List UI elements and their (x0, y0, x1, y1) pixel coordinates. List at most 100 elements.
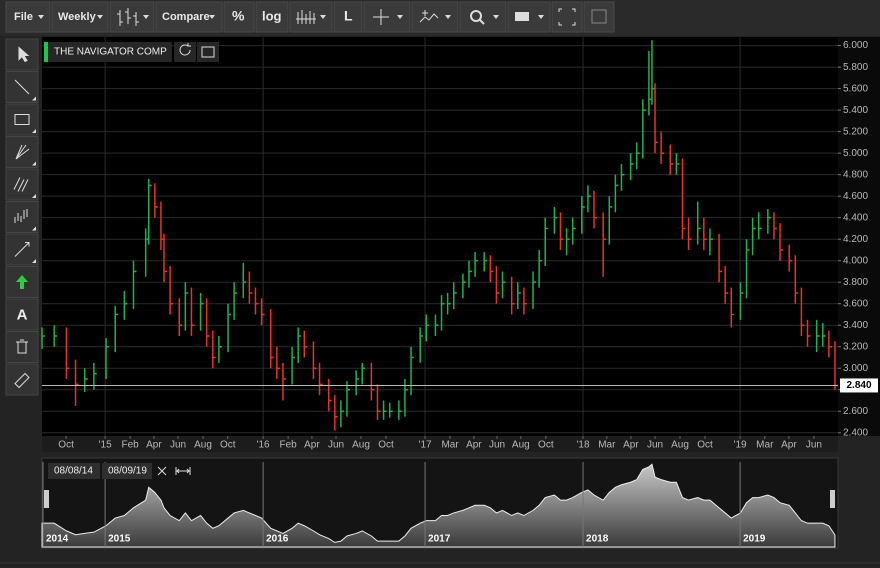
tool-corner (32, 161, 36, 166)
from-date: 08/08/14 (54, 466, 93, 477)
line-button[interactable] (333, 1, 363, 33)
y-axis-strip (838, 37, 880, 436)
navigator: 2014 2015 2016 2017 2018 2019 (41, 462, 836, 548)
refresh-button[interactable] (174, 42, 196, 62)
tool-corner (32, 96, 36, 101)
title-marker (44, 42, 48, 62)
tool-corner (32, 194, 36, 198)
reset-range-icon[interactable] (157, 466, 167, 476)
dropdown-arrow (97, 15, 103, 19)
y-tick-label: 3.000 (843, 363, 868, 374)
compare-label: Compare (162, 11, 210, 23)
navigator-handle[interactable] (44, 490, 49, 508)
x-tick-label: Aug (352, 440, 370, 451)
y-tick-label: 4.200 (843, 234, 868, 245)
dropdown-arrow (143, 15, 149, 19)
y-tick-label: 2.600 (843, 406, 868, 417)
y-tick-label: 4.000 (843, 255, 868, 266)
file-button[interactable] (5, 1, 51, 33)
fullscreen-button[interactable] (551, 1, 583, 33)
tool-icon (14, 242, 30, 257)
print-icon (515, 12, 529, 21)
x-tick-label: Jun (170, 440, 186, 451)
x-tick-label: Mar (756, 440, 774, 451)
indicators-button[interactable] (289, 1, 333, 33)
x-axis-strip (42, 436, 838, 452)
dropdown-arrow (445, 15, 451, 19)
tool-button[interactable] (5, 201, 39, 233)
tool-button[interactable] (5, 103, 39, 136)
x-tick-label: Oct (220, 440, 236, 451)
x-tick-label: Oct (58, 440, 74, 451)
studies-button[interactable] (411, 1, 459, 33)
zoom-button[interactable] (459, 1, 507, 33)
from-date-box[interactable] (48, 463, 100, 479)
dropdown-arrow (493, 15, 499, 19)
y-tick-label: 4.400 (843, 212, 868, 223)
tool-icon (18, 46, 30, 63)
x-tick-label: Apr (623, 440, 639, 451)
snapshot-icon (591, 9, 607, 24)
studies-icon (419, 10, 439, 23)
calendar-icon (201, 46, 215, 58)
x-tick-label: Jun (328, 440, 344, 451)
y-tick-label: 3.200 (843, 341, 868, 352)
x-tick-label: '18 (577, 440, 590, 451)
x-tick-label: Oct (378, 440, 394, 451)
tool-icon (14, 209, 28, 223)
tool-corner (32, 226, 36, 231)
y-tick-label: 5.200 (843, 126, 868, 137)
y-tick-label: 4.800 (843, 169, 868, 180)
y-tick-label: 6.000 (843, 40, 868, 51)
plot-area (42, 37, 838, 436)
tool-corner (32, 129, 36, 133)
calendar-button[interactable] (197, 42, 219, 62)
log-button[interactable] (255, 1, 289, 33)
percent-button[interactable] (223, 1, 255, 33)
x-tick-label: Oct (538, 440, 554, 451)
snapshot-button[interactable] (583, 1, 615, 33)
navigator-area (41, 463, 836, 548)
navigator-year-label: 2017 (428, 534, 451, 545)
x-tick-label: '15 (99, 440, 112, 451)
x-tick-label: Aug (512, 440, 530, 451)
tool-icon (15, 144, 30, 160)
fullscreen-icon (558, 8, 576, 26)
x-tick-label: Apr (781, 440, 797, 451)
y-tick-label: 4.600 (843, 191, 868, 202)
tool-corner (32, 259, 36, 263)
fit-range-icon[interactable] (175, 467, 191, 475)
toolbar: File Weekly Compare % log L (0, 0, 880, 36)
last-price-label: 2.840 (846, 380, 871, 391)
dropdown-arrow (38, 15, 44, 19)
plot: 2.4002.6002.8003.0003.2003.4003.6003.800… (41, 37, 878, 452)
tool-button[interactable] (5, 331, 39, 363)
file-label: File (14, 11, 33, 23)
to-date-box[interactable] (102, 463, 152, 479)
dropdown-arrow (209, 15, 215, 19)
x-tick-label: Jun (489, 440, 505, 451)
navigator-handle[interactable] (830, 490, 835, 508)
y-tick-label: 5.800 (843, 62, 868, 73)
navigator-year-label: 2018 (586, 534, 609, 545)
tool-button[interactable] (5, 136, 39, 168)
x-tick-label: Oct (697, 440, 713, 451)
y-tick-label: 5.600 (843, 83, 868, 94)
tool-button[interactable] (5, 363, 39, 396)
tool-button[interactable] (5, 298, 39, 331)
x-tick-label: Aug (194, 440, 212, 451)
y-tick-label: 3.400 (843, 320, 868, 331)
x-tick-label: Jun (806, 440, 822, 451)
zoom-icon-handle (479, 19, 485, 25)
navigator-year-label: 2016 (266, 534, 289, 545)
x-tick-label: Apr (466, 440, 482, 451)
title-box (48, 42, 172, 62)
x-tick-label: Aug (671, 440, 689, 451)
x-tick-label: '16 (257, 440, 270, 451)
to-date: 08/09/19 (108, 466, 147, 477)
x-tick-label: Apr (146, 440, 162, 451)
x-tick-label: '17 (419, 440, 432, 451)
tool-button[interactable] (5, 38, 39, 71)
y-tick-label: 5.400 (843, 105, 868, 116)
